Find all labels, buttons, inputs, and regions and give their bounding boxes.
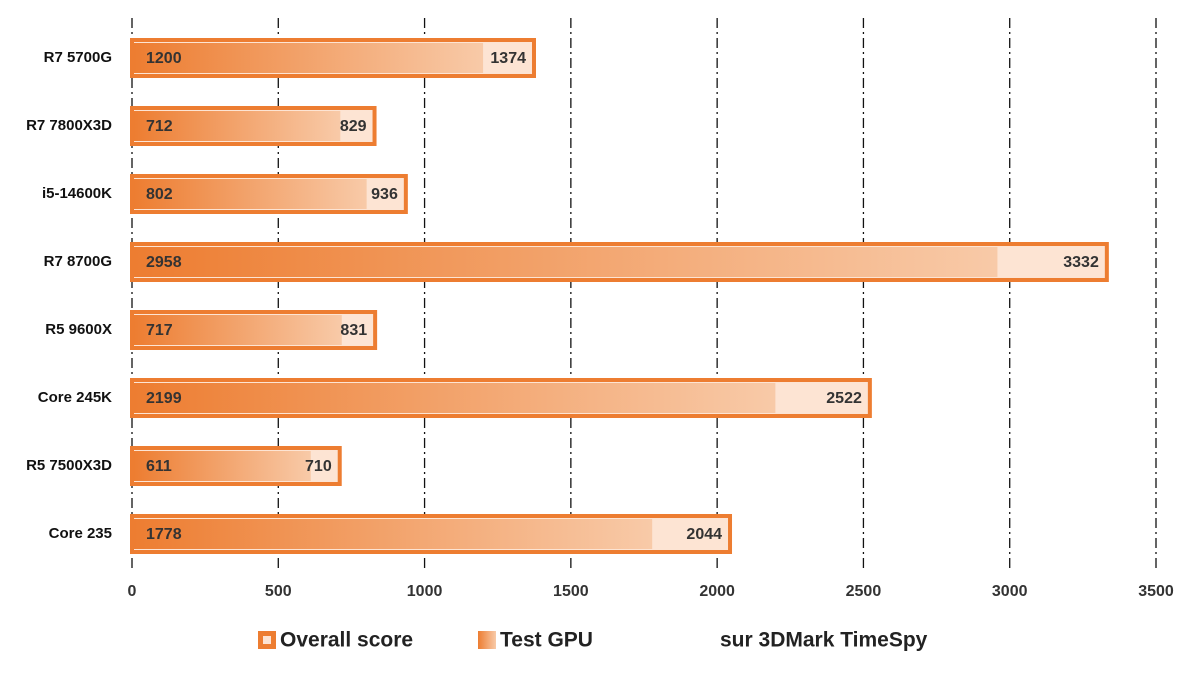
bar: [134, 315, 342, 345]
y-tick-label: R7 7800X3D: [26, 117, 112, 134]
y-tick-label: Core 235: [49, 525, 112, 542]
bar: [134, 247, 998, 277]
legend-swatch: [478, 631, 496, 649]
bar: [134, 519, 653, 549]
value-label: 829: [340, 118, 367, 135]
x-tick-label: 1500: [553, 583, 589, 600]
value-label: 611: [146, 458, 172, 475]
value-label: 3332: [1063, 254, 1099, 271]
x-tick-label: 3500: [1138, 583, 1174, 600]
value-label: 2522: [826, 390, 862, 407]
x-tick-label: 2000: [699, 583, 735, 600]
value-label: 936: [371, 186, 398, 203]
y-tick-label: R7 5700G: [44, 49, 112, 66]
value-label: 802: [146, 186, 173, 203]
x-tick-label: 500: [265, 583, 292, 600]
value-label: 831: [340, 322, 367, 339]
legend-label: Test GPU: [500, 629, 593, 652]
legend-label: Overall score: [280, 629, 413, 652]
bar: [134, 43, 484, 73]
bar: [134, 451, 311, 481]
value-label: 1200: [146, 50, 182, 67]
x-tick-label: 2500: [846, 583, 882, 600]
y-tick-label: R7 8700G: [44, 253, 112, 270]
value-label: 712: [146, 118, 173, 135]
legend-swatch-inner: [263, 636, 271, 644]
y-tick-label: Core 245K: [38, 389, 112, 406]
x-tick-label: 1000: [407, 583, 443, 600]
y-tick-label: R5 7500X3D: [26, 457, 112, 474]
value-label: 1374: [490, 50, 526, 67]
value-label: 2044: [686, 526, 722, 543]
value-label: 2958: [146, 254, 182, 271]
value-label: 710: [305, 458, 332, 475]
value-label: 717: [146, 322, 173, 339]
note: sur 3DMark TimeSpy: [720, 629, 928, 652]
y-tick-label: i5-14600K: [42, 185, 112, 202]
y-tick-label: R5 9600X: [45, 321, 112, 338]
bar: [134, 383, 776, 413]
x-tick-label: 0: [128, 583, 137, 600]
bar: [134, 111, 341, 141]
x-tick-label: 3000: [992, 583, 1028, 600]
value-label: 2199: [146, 390, 182, 407]
bar: [134, 179, 367, 209]
value-label: 1778: [146, 526, 182, 543]
